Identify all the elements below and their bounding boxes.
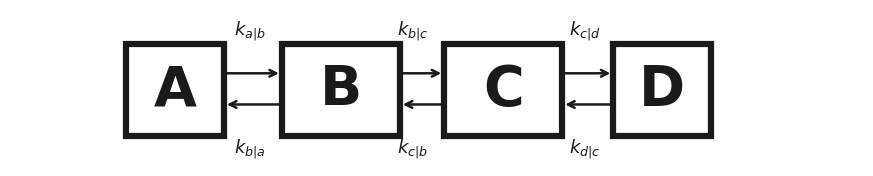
Text: $k_{c|d}$: $k_{c|d}$	[569, 20, 601, 43]
Bar	[126, 44, 224, 136]
Text: $k_{b|c}$: $k_{b|c}$	[396, 20, 428, 43]
Bar	[613, 44, 711, 136]
Text: $k_{a|b}$: $k_{a|b}$	[234, 20, 266, 43]
Text: A: A	[154, 63, 196, 117]
Text: C: C	[483, 63, 524, 117]
Text: $k_{d|c}$: $k_{d|c}$	[569, 138, 601, 161]
Bar	[282, 44, 400, 136]
Text: D: D	[639, 63, 685, 117]
Text: B: B	[320, 63, 362, 117]
Text: $k_{c|b}$: $k_{c|b}$	[396, 138, 428, 161]
Text: $k_{b|a}$: $k_{b|a}$	[234, 138, 266, 161]
Bar	[444, 44, 562, 136]
